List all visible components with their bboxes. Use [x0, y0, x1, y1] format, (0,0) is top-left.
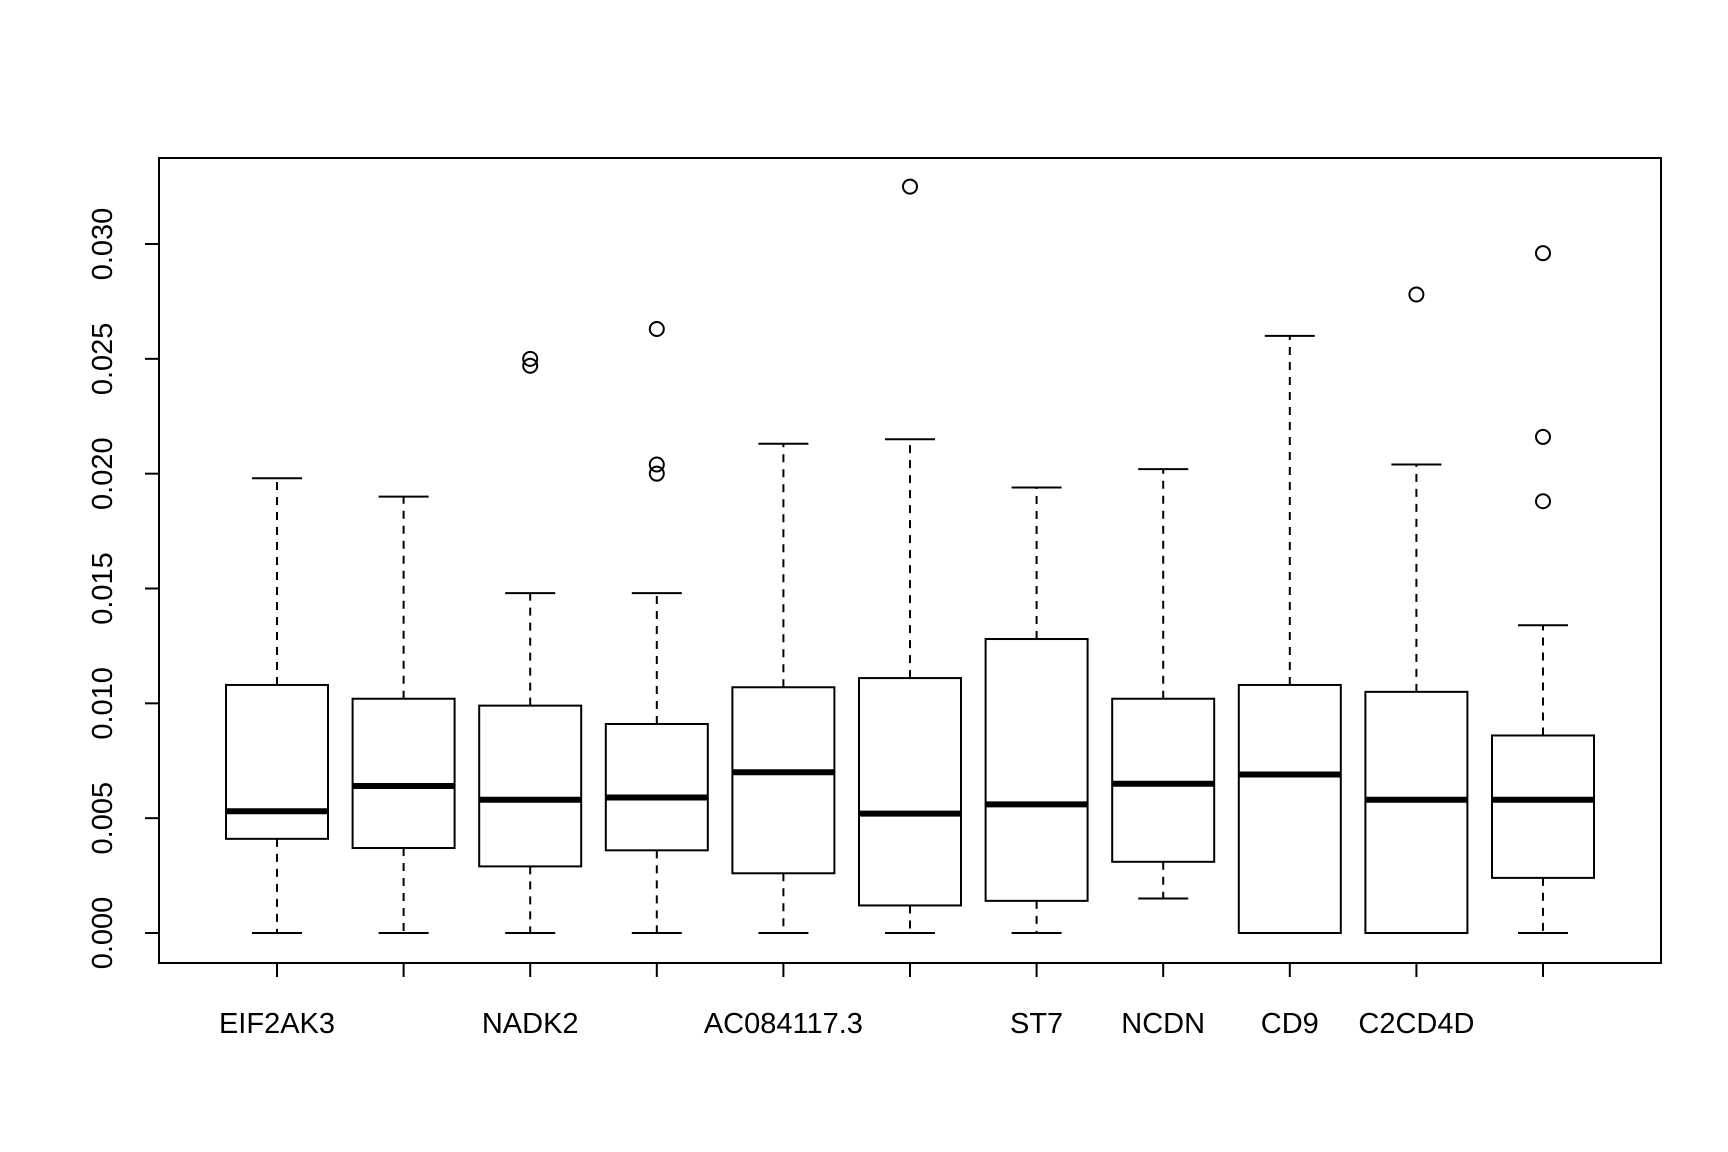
box-group: [604, 320, 709, 934]
iqr-box: [731, 686, 836, 875]
box-group: [351, 495, 456, 934]
x-tick-label: NADK2: [482, 1008, 579, 1040]
x-axis: EIF2AK3 NADK2 AC084117.3 ST7 NCDN CD9 C2CD4D: [219, 962, 1544, 1040]
iqr-box: [984, 638, 1089, 902]
outlier-point: [1535, 245, 1551, 262]
iqr-box: [225, 683, 329, 840]
box-group: [1364, 286, 1469, 934]
y-tick-label: 0.030: [87, 208, 119, 281]
iqr-box: [1237, 683, 1342, 935]
y-tick-label: 0.015: [87, 552, 119, 625]
iqr-box: [858, 677, 962, 907]
x-tick-label: NCDN: [1121, 1008, 1205, 1040]
box-group: [1237, 334, 1342, 935]
y-tick-label: 0.000: [87, 897, 119, 970]
box-group: [225, 477, 329, 934]
iqr-box: [351, 697, 456, 850]
outlier-point: [522, 350, 539, 367]
outlier-point: [648, 456, 665, 473]
box-group: [1111, 468, 1216, 900]
iqr-box: [1491, 734, 1595, 879]
box-group: [984, 486, 1089, 934]
x-tick-label: AC084117.3: [704, 1008, 863, 1040]
iqr-box: [1111, 697, 1216, 863]
x-tick-label: C2CD4D: [1358, 1008, 1474, 1040]
outlier-point: [522, 357, 539, 374]
x-tick-label: ST7: [1010, 1008, 1063, 1040]
x-tick-label: CD9: [1261, 1008, 1319, 1040]
outlier-point: [1535, 493, 1551, 510]
box-group: [478, 350, 583, 934]
iqr-box: [604, 723, 709, 852]
outlier-point: [1408, 286, 1425, 303]
x-tick-label: EIF2AK3: [219, 1008, 335, 1040]
box-group: [731, 442, 836, 934]
y-tick-label: 0.025: [87, 323, 119, 396]
y-axis: 0.000 0.005 0.010 0.015 0.020 0.025 0.030: [87, 208, 160, 970]
outlier-point: [648, 465, 665, 482]
y-tick-label: 0.020: [87, 437, 119, 510]
y-tick-label: 0.010: [87, 667, 119, 740]
iqr-box: [1364, 690, 1469, 934]
outlier-point: [1535, 428, 1551, 445]
box-group: [1491, 245, 1595, 934]
outlier-point: [648, 320, 665, 337]
outlier-point: [902, 178, 918, 195]
box-group: [858, 178, 962, 934]
boxes-layer: [225, 178, 1595, 935]
iqr-box: [478, 704, 583, 868]
y-tick-label: 0.005: [87, 782, 119, 855]
